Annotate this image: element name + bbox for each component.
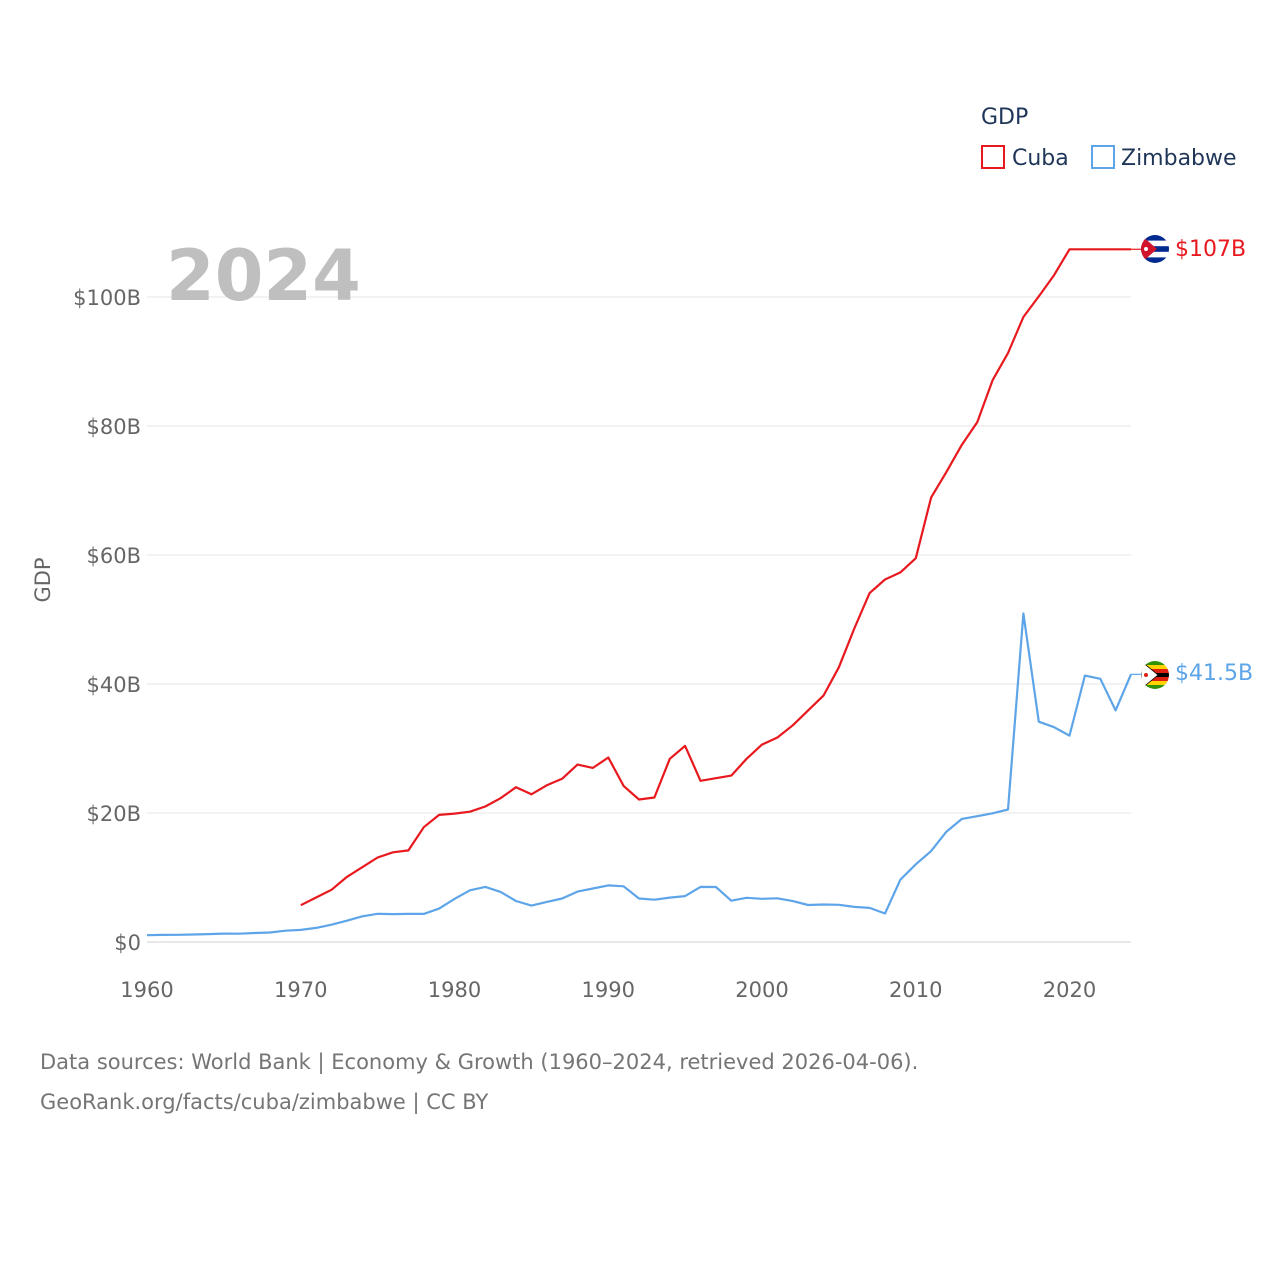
zimbabwe-flag-icon xyxy=(1141,661,1169,689)
y-tick-label: $0 xyxy=(114,931,141,955)
legend: GDP Cuba Zimbabwe xyxy=(981,105,1237,171)
source-line: Data sources: World Bank | Economy & Gro… xyxy=(40,1050,919,1074)
x-tick-label: 2000 xyxy=(735,978,788,1002)
credit-line[interactable]: GeoRank.org/facts/cuba/zimbabwe | CC BY xyxy=(40,1090,489,1114)
legend-title: GDP xyxy=(981,105,1028,130)
x-tick-label: 2010 xyxy=(889,978,942,1002)
end-label-cuba: $107B xyxy=(1175,237,1246,262)
legend-label-zimbabwe[interactable]: Zimbabwe xyxy=(1121,146,1237,171)
year-label: 2024 xyxy=(166,235,361,317)
legend-swatch-cuba[interactable] xyxy=(981,145,1005,169)
legend-swatch-zimbabwe[interactable] xyxy=(1091,145,1115,169)
y-tick-label: $80B xyxy=(87,415,142,439)
source-note: Data sources: World Bank | Economy & Gro… xyxy=(40,1042,918,1122)
y-axis-title: GDP xyxy=(31,557,55,602)
x-tick-label: 1960 xyxy=(120,978,173,1002)
x-tick-label: 1980 xyxy=(428,978,481,1002)
end-label-zimbabwe: $41.5B xyxy=(1175,661,1253,686)
cuba-flag-icon xyxy=(1141,235,1169,263)
series-line-zimbabwe[interactable] xyxy=(146,612,1133,937)
x-tick-label: 1990 xyxy=(582,978,635,1002)
series-line-cuba[interactable] xyxy=(300,248,1131,907)
legend-label-cuba[interactable]: Cuba xyxy=(1012,146,1069,171)
x-tick-label: 2020 xyxy=(1043,978,1096,1002)
x-tick-label: 1970 xyxy=(274,978,327,1002)
y-tick-label: $60B xyxy=(87,544,142,568)
y-tick-label: $100B xyxy=(73,286,141,310)
y-tick-label: $20B xyxy=(87,802,142,826)
y-tick-label: $40B xyxy=(87,673,142,697)
